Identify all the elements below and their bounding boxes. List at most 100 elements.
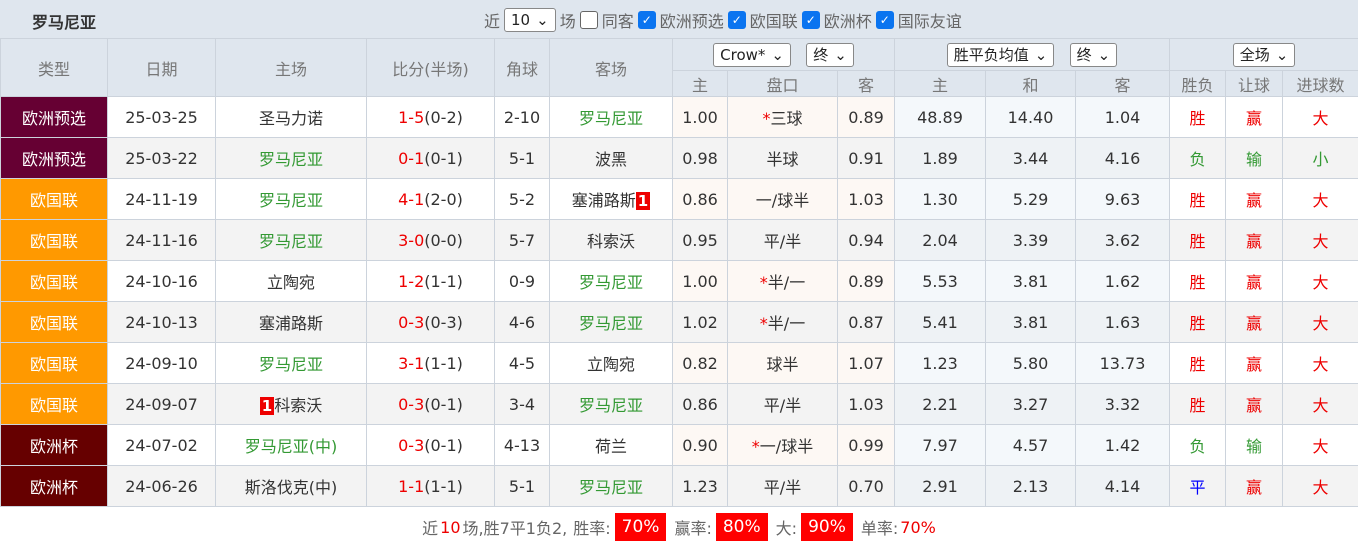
home-team-name: 罗马尼亚 [259,232,323,251]
checkbox-euro-qual[interactable]: ✓ [638,11,656,29]
home-team-cell[interactable]: 罗马尼亚(中) [216,425,367,466]
win-loss: 胜 [1190,355,1206,374]
ah-home-odds: 1.00 [682,108,718,127]
avg-select[interactable]: 胜平负均值⌄ [947,43,1055,67]
option-label: 欧国联 [750,8,798,32]
ah-home-cell: 0.90 [673,425,728,466]
company-select[interactable]: Crow*⌄ [713,43,791,67]
table-row[interactable]: 欧洲预选 25-03-22 罗马尼亚 0-1(0-1) 5-1 波黑 0.98 … [1,138,1358,179]
wl-cell: 胜 [1170,97,1226,138]
date-cell: 24-09-07 [108,384,216,425]
col-date: 日期 [108,39,216,97]
count-value: 10 [511,9,530,31]
home-team-name: 罗马尼亚 [259,355,323,374]
checkbox-euro-cup[interactable]: ✓ [802,11,820,29]
ah-home-odds: 0.86 [682,395,718,414]
match-type: 欧国联 [1,343,108,384]
checkbox-nations-league[interactable]: ✓ [728,11,746,29]
half-time-score: (1-1) [424,272,463,291]
draw-odds: 3.81 [1013,272,1049,291]
ah-home-cell: 0.95 [673,220,728,261]
hc-cell: 赢 [1226,466,1283,507]
win-rate: 70% [615,513,667,541]
x-home-cell: 2.91 [895,466,986,507]
ou-cell: 小 [1283,138,1358,179]
home-team-cell[interactable]: 罗马尼亚 [216,343,367,384]
half-time-score: (2-0) [424,190,463,209]
type-label: 欧洲预选 [22,150,86,169]
home-team-cell[interactable]: 立陶宛 [216,261,367,302]
score-cell[interactable]: 0-3(0-1) [367,384,495,425]
table-row[interactable]: 欧国联 24-11-16 罗马尼亚 3-0(0-0) 5-7 科索沃 0.95 … [1,220,1358,261]
match-date: 25-03-25 [125,108,198,127]
home-team-cell[interactable]: 斯洛伐克(中) [216,466,367,507]
col-ou: 进球数 [1283,71,1358,97]
draw-odds: 5.29 [1013,190,1049,209]
home-team-cell[interactable]: 罗马尼亚 [216,179,367,220]
score-cell[interactable]: 1-2(1-1) [367,261,495,302]
win-loss: 胜 [1190,314,1206,333]
handicap-result: 输 [1246,150,1262,169]
away-team-cell[interactable]: 罗马尼亚 [550,302,673,343]
table-row[interactable]: 欧洲杯 24-07-02 罗马尼亚(中) 0-3(0-1) 4-13 荷兰 0.… [1,425,1358,466]
period-select[interactable]: 全场⌄ [1233,43,1296,67]
table-row[interactable]: 欧洲杯 24-06-26 斯洛伐克(中) 1-1(1-1) 5-1 罗马尼亚 1… [1,466,1358,507]
table-row[interactable]: 欧国联 24-09-10 罗马尼亚 3-1(1-1) 4-5 立陶宛 0.82 … [1,343,1358,384]
chevron-down-icon: ⌄ [771,44,784,66]
score-cell[interactable]: 4-1(2-0) [367,179,495,220]
ah-away-odds: 0.99 [848,436,884,455]
home-team-cell[interactable]: 罗马尼亚 [216,220,367,261]
score-cell[interactable]: 3-1(1-1) [367,343,495,384]
wl-cell: 胜 [1170,302,1226,343]
ah-line: 半球 [766,150,798,169]
away-team-cell[interactable]: 波黑 [550,138,673,179]
x-away-cell: 1.42 [1076,425,1170,466]
away-team-cell[interactable]: 科索沃 [550,220,673,261]
table-row[interactable]: 欧洲预选 25-03-25 圣马力诺 1-5(0-2) 2-10 罗马尼亚 1.… [1,97,1358,138]
wl-cell: 胜 [1170,261,1226,302]
away-team-cell[interactable]: 罗马尼亚 [550,466,673,507]
home-win-odds: 2.21 [922,395,958,414]
away-team-cell[interactable]: 罗马尼亚 [550,384,673,425]
home-team-cell[interactable]: 罗马尼亚 [216,138,367,179]
away-team-cell[interactable]: 荷兰 [550,425,673,466]
ah-away-cell: 0.99 [838,425,895,466]
x-home-cell: 5.41 [895,302,986,343]
home-team-cell[interactable]: 塞浦路斯 [216,302,367,343]
away-team-cell[interactable]: 立陶宛 [550,343,673,384]
full-time-score: 1-1 [398,477,424,496]
away-team-cell[interactable]: 罗马尼亚 [550,261,673,302]
option-label: 国际友谊 [898,8,962,32]
score-cell[interactable]: 1-5(0-2) [367,97,495,138]
ou-cell: 大 [1283,97,1358,138]
home-team-name: 圣马力诺 [259,109,323,128]
table-row[interactable]: 欧国联 24-10-13 塞浦路斯 0-3(0-3) 4-6 罗马尼亚 1.02… [1,302,1358,343]
away-team-cell[interactable]: 罗马尼亚 [550,97,673,138]
ou-cell: 大 [1283,261,1358,302]
score-cell[interactable]: 1-1(1-1) [367,466,495,507]
score-cell[interactable]: 0-3(0-3) [367,302,495,343]
table-row[interactable]: 欧国联 24-10-16 立陶宛 1-2(1-1) 0-9 罗马尼亚 1.00 … [1,261,1358,302]
score-cell[interactable]: 3-0(0-0) [367,220,495,261]
home-team-cell[interactable]: 圣马力诺 [216,97,367,138]
final-select-1[interactable]: 终⌄ [806,43,854,67]
ah-away-cell: 0.87 [838,302,895,343]
count-select[interactable]: 10⌄ [504,8,556,32]
away-team-name: 立陶宛 [587,355,635,374]
ah-home-odds: 1.02 [682,313,718,332]
x-home-cell: 2.04 [895,220,986,261]
date-cell: 25-03-25 [108,97,216,138]
final-select-2[interactable]: 终⌄ [1070,43,1118,67]
checkbox-friendly[interactable]: ✓ [876,11,894,29]
same-away-checkbox[interactable] [580,11,598,29]
score-cell[interactable]: 0-1(0-1) [367,138,495,179]
ah-home-odds: 0.82 [682,354,718,373]
ah-line-cell: 平/半 [728,384,838,425]
draw-odds: 2.13 [1013,477,1049,496]
score-cell[interactable]: 0-3(0-1) [367,425,495,466]
away-team-name: 波黑 [595,150,627,169]
